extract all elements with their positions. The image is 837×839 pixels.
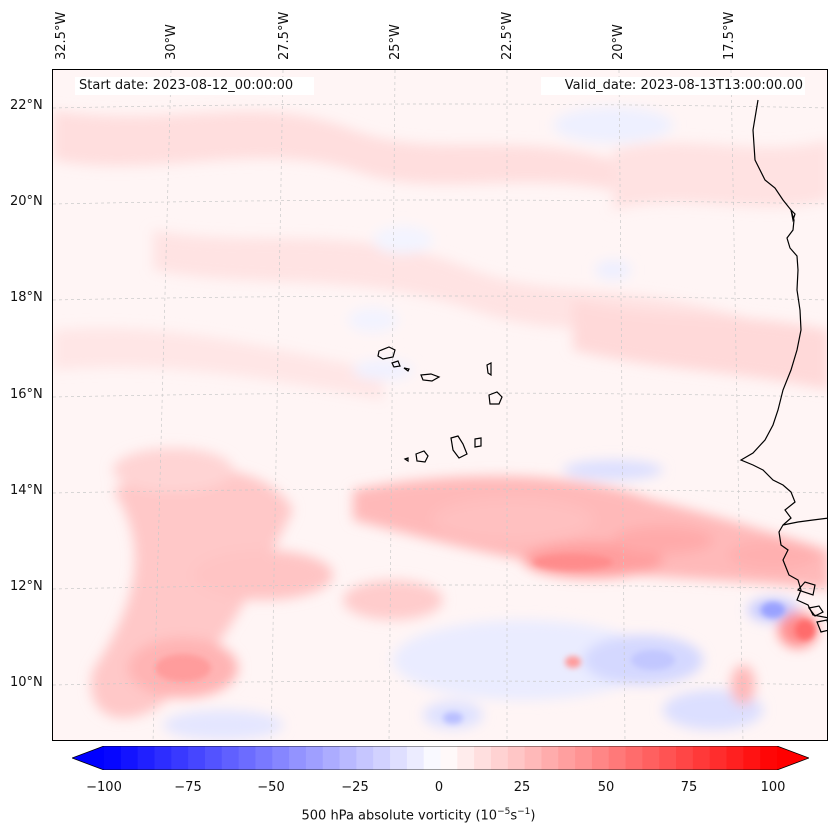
colorbar-level	[507, 746, 526, 770]
colorbar-tick: −100	[86, 780, 122, 795]
colorbar-min-extension	[72, 746, 104, 770]
colorbar-tick: 0	[434, 780, 444, 795]
colorbar-level	[659, 746, 677, 770]
colorbar-max-extension	[777, 746, 809, 770]
colorbar-level	[255, 746, 273, 770]
lon-label-25w: 25°W	[388, 24, 403, 60]
colorbar-level	[692, 746, 711, 770]
colorbar-level	[339, 746, 357, 770]
lat-label-14n: 14°N	[10, 483, 43, 498]
colorbar-tick: 75	[680, 780, 698, 795]
colorbar-level	[390, 746, 408, 770]
lat-label-12n: 12°N	[10, 579, 43, 594]
colorbar-label-exp2: −1	[517, 807, 531, 817]
colorbar-level	[726, 746, 744, 770]
colorbar-level	[137, 746, 156, 770]
colorbar-label-unit: s	[510, 808, 518, 824]
colorbar-level	[591, 746, 610, 770]
vorticity-field	[53, 70, 827, 740]
colorbar-level	[558, 746, 576, 770]
colorbar-level	[305, 746, 324, 770]
colorbar-tick: −25	[341, 780, 369, 795]
lon-label-22-5w: 22.5°W	[500, 11, 515, 60]
colorbar-level	[104, 746, 122, 770]
colorbar-level	[760, 746, 778, 770]
colorbar	[72, 746, 809, 770]
colorbar-tick: −75	[174, 780, 202, 795]
colorbar-level	[575, 746, 593, 770]
colorbar-level	[423, 746, 442, 770]
colorbar-level	[322, 746, 341, 770]
colorbar-level	[709, 746, 728, 770]
colorbar-tick: 25	[513, 780, 531, 795]
colorbar-label-end: )	[530, 808, 536, 824]
colorbar-level	[608, 746, 627, 770]
colorbar-level	[373, 746, 391, 770]
valid-date-label: Valid_date: 2023-08-13T13:00:00.00	[541, 77, 805, 95]
lat-label-22n: 22°N	[10, 98, 43, 113]
lat-label-18n: 18°N	[10, 290, 43, 305]
colorbar-level	[524, 746, 543, 770]
lon-label-32-5w: 32.5°W	[54, 11, 69, 60]
colorbar-tick: 100	[760, 780, 786, 795]
vorticity-shading	[53, 107, 827, 740]
start-date-label: Start date: 2023-08-12_00:00:00	[75, 77, 314, 95]
colorbar-level	[743, 746, 761, 770]
colorbar-level	[625, 746, 643, 770]
cape-verde-islands	[377, 346, 503, 463]
colorbar-level	[272, 746, 290, 770]
colorbar-level	[457, 746, 475, 770]
colorbar-tick: 50	[597, 780, 615, 795]
colorbar-level	[171, 746, 189, 770]
colorbar-level	[474, 746, 492, 770]
colorbar-label-text: 500 hPa absolute vorticity (10	[301, 808, 498, 824]
colorbar-level	[642, 746, 660, 770]
lon-label-17-5w: 17.5°W	[722, 11, 737, 60]
lon-label-20w: 20°W	[611, 24, 626, 60]
colorbar-level	[188, 746, 206, 770]
colorbar-level	[154, 746, 172, 770]
lat-label-20n: 20°N	[10, 194, 43, 209]
colorbar-level	[221, 746, 240, 770]
lat-label-10n: 10°N	[10, 675, 43, 690]
colorbar-tick: −50	[257, 780, 285, 795]
lon-label-27-5w: 27.5°W	[277, 11, 292, 60]
colorbar-level	[204, 746, 223, 770]
colorbar-level	[289, 746, 307, 770]
colorbar-level	[490, 746, 509, 770]
lat-label-16n: 16°N	[10, 387, 43, 402]
colorbar-level	[238, 746, 257, 770]
colorbar-level	[356, 746, 374, 770]
colorbar-level	[440, 746, 458, 770]
vorticity-detail	[155, 554, 815, 724]
colorbar-label: 500 hPa absolute vorticity (10−5s−1)	[0, 807, 837, 823]
colorbar-level	[406, 746, 425, 770]
colorbar-level	[676, 746, 694, 770]
graticule	[53, 70, 827, 740]
colorbar-label-exp1: −5	[497, 807, 511, 817]
colorbar-level	[120, 746, 139, 770]
lon-label-30w: 30°W	[164, 24, 179, 60]
colorbar-level	[541, 746, 559, 770]
map-panel[interactable]	[52, 69, 828, 741]
africa-coastline	[739, 99, 827, 633]
